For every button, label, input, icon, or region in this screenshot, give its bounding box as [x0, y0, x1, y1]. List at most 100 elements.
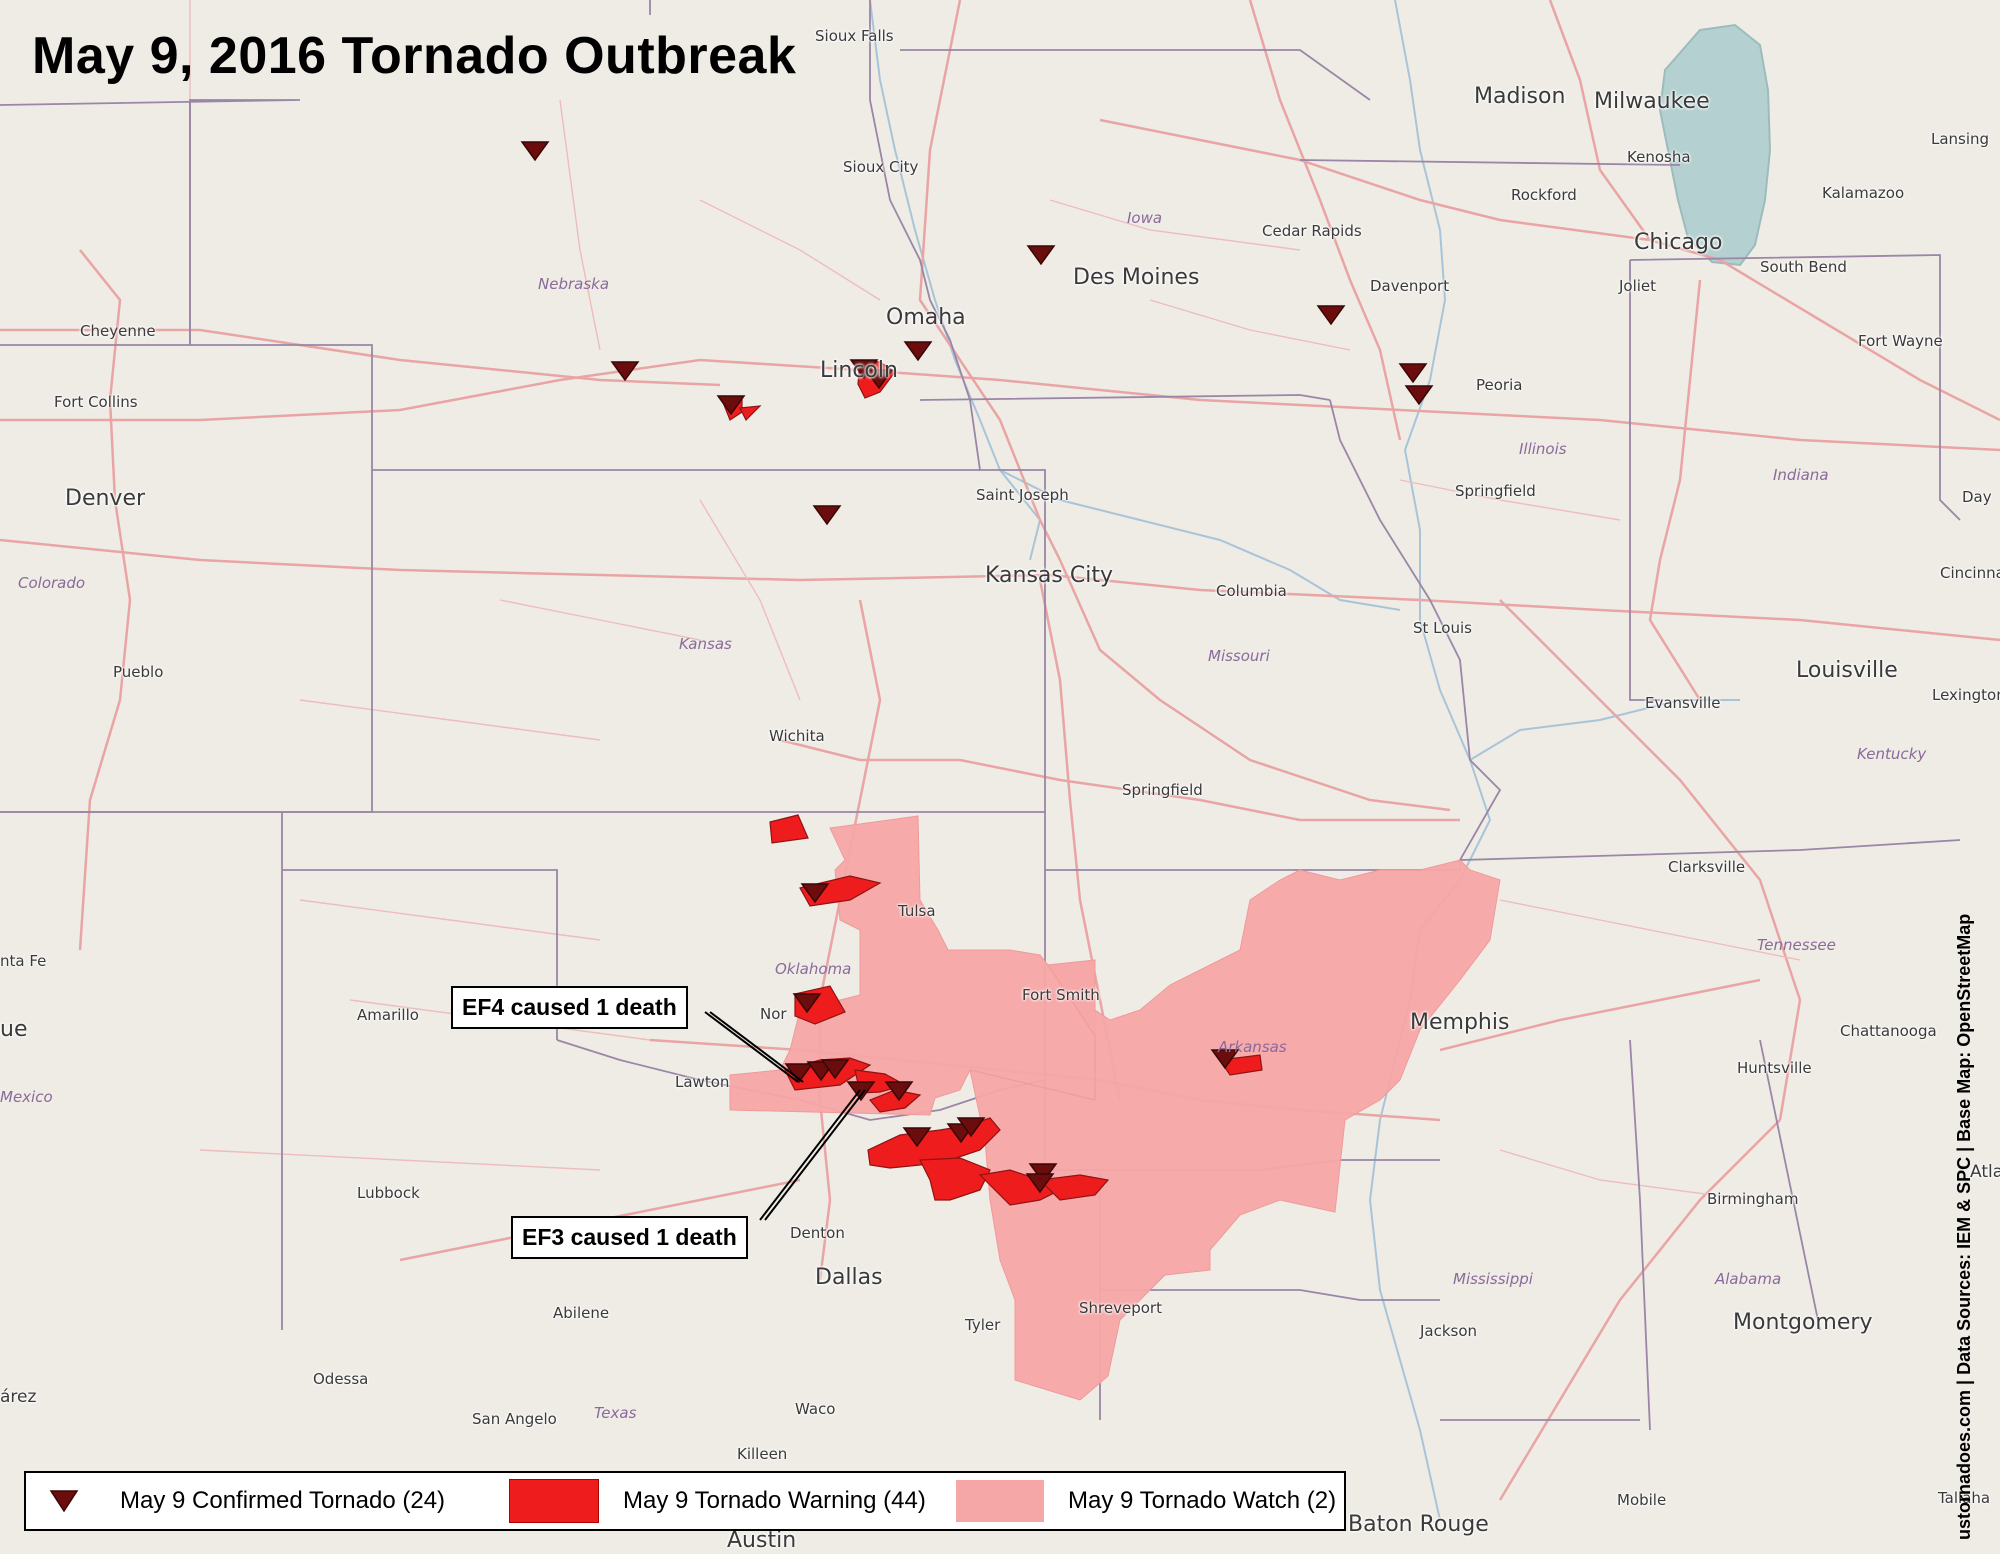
city-label: San Angelo	[472, 1410, 557, 1428]
tornado-marker	[792, 993, 822, 1014]
tornado-marker	[849, 359, 879, 380]
city-label: Cheyenne	[80, 322, 156, 340]
state-label: Oklahoma	[775, 960, 852, 978]
city-label: Evansville	[1645, 694, 1721, 712]
city-label: Springfield	[1455, 482, 1536, 500]
tornado-marker	[846, 1081, 876, 1102]
city-label: Peoria	[1476, 376, 1523, 394]
legend-label-watch: May 9 Tornado Watch (2)	[1068, 1487, 1337, 1514]
city-label: Des Moines	[1073, 265, 1200, 290]
city-label: Waco	[795, 1400, 836, 1418]
state-label: Alabama	[1715, 1270, 1782, 1288]
city-label: Chicago	[1634, 230, 1723, 255]
warning-swatch	[509, 1479, 599, 1523]
city-label: Fort Collins	[54, 393, 138, 411]
city-label: Milwaukee	[1594, 89, 1710, 114]
city-label: Denver	[65, 486, 146, 511]
city-label: Birmingham	[1707, 1190, 1799, 1208]
legend-label-warning: May 9 Tornado Warning (44)	[623, 1487, 926, 1514]
tornado-marker	[1028, 1163, 1058, 1184]
state-label: Colorado	[18, 574, 86, 592]
city-label: Day	[1962, 488, 1992, 506]
legend-label-confirmed: May 9 Confirmed Tornado (24)	[120, 1487, 446, 1514]
city-label: Pueblo	[113, 663, 164, 681]
tornado-marker	[716, 395, 746, 416]
tornado-marker	[1025, 1173, 1055, 1194]
state-label: Indiana	[1773, 466, 1829, 484]
city-label: Joliet	[1619, 277, 1657, 295]
tornado-marker	[1316, 305, 1346, 326]
city-label: Huntsville	[1737, 1059, 1812, 1077]
city-label: Springfield	[1122, 781, 1203, 799]
tornado-markers	[520, 141, 1434, 1194]
city-label: Saint Joseph	[976, 486, 1069, 504]
city-label: Abilene	[553, 1304, 610, 1322]
city-label: Baton Rouge	[1348, 1512, 1489, 1537]
city-label: Fort Smith	[1022, 986, 1100, 1004]
legend-item-watch: May 9 Tornado Watch (2)	[956, 1473, 1336, 1529]
tornado-marker	[812, 505, 842, 526]
city-label: Fort Wayne	[1858, 332, 1943, 350]
city-label: Lubbock	[357, 1184, 420, 1202]
ef3-callout: EF3 caused 1 death	[511, 1216, 748, 1259]
state-label: Missouri	[1208, 647, 1270, 665]
city-label: Tyler	[965, 1316, 1001, 1334]
city-label: Lincoln	[820, 358, 898, 383]
city-label: Kansas City	[985, 563, 1113, 588]
city-label: Kalamazoo	[1822, 184, 1905, 202]
watch-polygons	[729, 815, 1501, 1401]
tornado-marker	[800, 883, 830, 904]
city-label: Rockford	[1511, 186, 1577, 204]
city-label: Montgomery	[1733, 1310, 1873, 1335]
state-label: Iowa	[1127, 209, 1163, 227]
legend-item-confirmed: May 9 Confirmed Tornado (24)	[48, 1473, 445, 1529]
watch-swatch	[956, 1480, 1044, 1522]
city-label: Denton	[790, 1224, 845, 1242]
city-label: Jackson	[1420, 1322, 1478, 1340]
city-label: Cedar Rapids	[1262, 222, 1362, 240]
city-label: Madison	[1474, 84, 1566, 109]
city-label: Chattanooga	[1840, 1022, 1937, 1040]
data-source-credit: ustornadoes.com | Data Sources: IEM & SP…	[1954, 913, 1974, 1540]
highways	[0, 0, 2000, 1501]
city-label: Amarillo	[357, 1006, 419, 1024]
tornado-marker	[956, 1117, 986, 1138]
city-label: St Louis	[1413, 619, 1472, 637]
city-label: Lawton	[675, 1073, 730, 1091]
city-label: Louisville	[1796, 658, 1898, 683]
tornado-marker	[864, 369, 894, 390]
city-label: Nor	[760, 1005, 787, 1023]
lake-michigan	[1658, 23, 1772, 267]
warning-polygons	[721, 359, 1263, 1206]
city-label: Omaha	[886, 305, 966, 330]
tornado-marker	[903, 341, 933, 362]
city-label: Cincinnati	[1940, 564, 2000, 582]
city-label: Austin	[727, 1528, 797, 1553]
city-label: Shreveport	[1079, 1299, 1162, 1317]
tornado-marker	[520, 141, 550, 162]
city-label: Lexington	[1932, 686, 2000, 704]
map-legend: May 9 Confirmed Tornado (24) May 9 Torna…	[24, 1471, 1346, 1531]
city-label: Tulsa	[898, 902, 936, 920]
city-label: Kenosha	[1627, 148, 1691, 166]
city-label: Wichita	[769, 727, 825, 745]
legend-item-warning: May 9 Tornado Warning (44)	[509, 1473, 926, 1529]
city-label: árez	[0, 1387, 37, 1407]
tornado-marker	[820, 1059, 850, 1080]
tornado-marker	[610, 361, 640, 382]
watch-area-west	[729, 815, 1096, 1116]
city-label: nta Fe	[0, 952, 47, 970]
ef4-callout: EF4 caused 1 death	[451, 986, 688, 1029]
city-label: Columbia	[1216, 582, 1287, 600]
minor-roads	[189, 0, 1801, 1201]
tornado-marker-icon	[49, 1490, 79, 1513]
city-label: ue	[0, 1017, 28, 1042]
tornado-marker	[884, 1081, 914, 1102]
map-title: May 9, 2016 Tornado Outbreak	[32, 27, 797, 85]
state-label: Kansas	[679, 635, 732, 653]
tornado-marker	[1026, 245, 1056, 266]
city-label: Odessa	[313, 1370, 369, 1388]
state-label: Nebraska	[538, 275, 610, 293]
